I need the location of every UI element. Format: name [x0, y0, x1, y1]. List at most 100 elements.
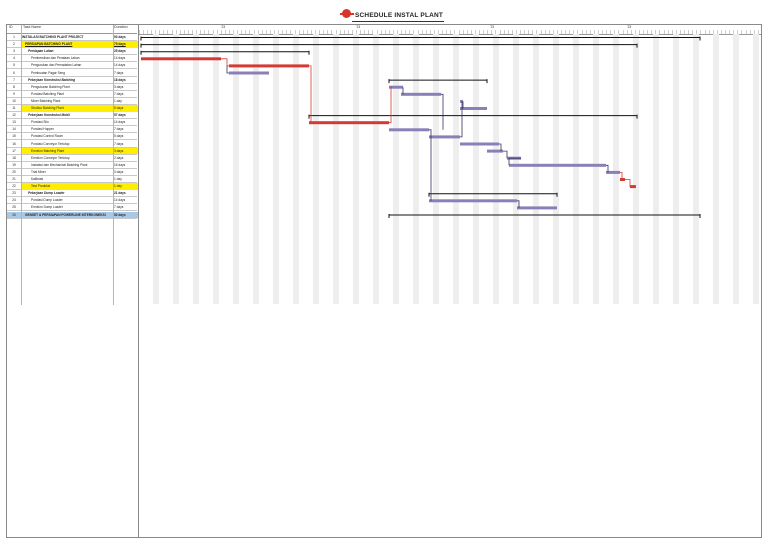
task-bar[interactable]	[229, 71, 269, 75]
table-row[interactable]: 25 Erection Dump Loader 7 days	[7, 204, 137, 212]
task-name: Erection Batching Plant	[22, 147, 113, 155]
table-row[interactable]: 18 Erection Conveyor Tertutup 2 days	[7, 155, 137, 162]
task-bar[interactable]	[429, 135, 460, 139]
task-duration: 7 days	[114, 205, 124, 210]
task-id: 4	[13, 56, 15, 61]
task-name: Pekerjaan Konstruksi Batching	[28, 77, 76, 82]
table-row[interactable]: 15 Pondasi Control Room 5 days	[7, 133, 137, 141]
table-row[interactable]: 6 Pembuatan Pagar Seng 7 days	[7, 70, 137, 77]
dependency-link[interactable]	[517, 200, 520, 208]
table-row[interactable]: 19 Instalasi dan Mechanical Batching Plan…	[7, 162, 137, 169]
task-bar[interactable]	[229, 64, 309, 68]
task-id: 9	[13, 91, 15, 96]
task-duration: 75 days	[114, 41, 138, 48]
table-row[interactable]: 24 Pondasi Dump Loader 14 days	[7, 197, 137, 205]
task-bar[interactable]	[309, 121, 389, 125]
task-name: Erection Dump Loader	[31, 205, 63, 210]
column-header-task-name[interactable]: Task Name	[23, 25, 41, 29]
task-duration: 5 days	[114, 134, 124, 139]
task-duration: 1 day	[114, 98, 122, 103]
task-duration: 18 days	[114, 77, 126, 82]
task-bar[interactable]	[141, 57, 221, 61]
table-row[interactable]: 16 Pondasi Conveyor Tertutup 7 days	[7, 141, 137, 148]
task-bar[interactable]	[509, 163, 606, 167]
task-duration: 93 days	[114, 35, 126, 39]
task-id: 20	[12, 169, 16, 174]
table-row[interactable]: 20 Trial Mixer 3 days	[7, 169, 137, 176]
table-row[interactable]: 8 Pengukuran Batching Plant 3 days	[7, 84, 137, 91]
dependency-link[interactable]	[226, 65, 229, 74]
table-row[interactable]: 17 Erection Batching Plant 3 days	[7, 147, 138, 155]
task-name: Mixer Batching Plant	[31, 98, 61, 103]
task-bar[interactable]	[606, 170, 620, 174]
task-bar[interactable]	[389, 128, 429, 132]
table-row[interactable]: 22 Test Produksi 1 day	[7, 183, 138, 191]
task-name: Struktur Batching Plant	[22, 105, 113, 112]
task-duration: 14 days	[114, 56, 126, 61]
table-row[interactable]: 2 PERSIAPAN BATCHING PLANT 75 days	[7, 41, 138, 49]
task-bar[interactable]	[517, 206, 557, 210]
task-bar[interactable]	[460, 142, 499, 146]
table-row[interactable]: 11 Struktur Batching Plant 5 days	[7, 105, 138, 113]
dependency-link[interactable]	[503, 150, 508, 159]
dependency-link[interactable]	[508, 157, 521, 166]
table-row[interactable]: 14 Pondasi Hopper 7 days	[7, 126, 137, 134]
task-duration: 7 days	[114, 127, 124, 132]
column-header-id[interactable]: ID	[9, 25, 13, 29]
table-row[interactable]: 4 Pembersihan dan Perataan Lahan 14 days	[7, 55, 137, 63]
task-name: Pondasi Hopper	[31, 127, 54, 132]
task-bar[interactable]	[460, 99, 463, 103]
dependency-link[interactable]	[460, 101, 463, 138]
table-row[interactable]: 5 Pengurukan dan Pemadatan Lahan 14 days	[7, 62, 137, 70]
dependency-link[interactable]	[606, 164, 609, 173]
task-name: Erection Conveyor Tertutup	[31, 155, 70, 160]
column-header-duration[interactable]: Duration	[114, 25, 128, 29]
dependency-link[interactable]	[429, 129, 432, 201]
dependency-link[interactable]	[221, 58, 229, 67]
task-duration: 52 days	[114, 211, 138, 218]
page-title: SCHEDULE INSTAL PLANT	[355, 11, 444, 19]
title-underline	[352, 21, 444, 22]
task-id: 15	[12, 134, 16, 139]
table-row[interactable]: 1 INSTALASI BATCHING PLANT PROJECT 93 days	[7, 34, 137, 42]
table-row[interactable]: 12 Pekerjaan Konstruksi Mobil 57 days	[7, 112, 137, 120]
task-duration: 7 days	[114, 91, 124, 96]
task-duration: 14 days	[114, 198, 126, 203]
column-divider	[113, 25, 114, 305]
task-duration: 21 days	[114, 191, 126, 196]
task-bar[interactable]	[429, 199, 517, 203]
task-name: Instalasi dan Mechanical Batching Plant	[31, 162, 88, 167]
task-bar[interactable]	[389, 85, 403, 89]
dependency-link[interactable]	[309, 65, 313, 124]
table-row[interactable]: 3 Persiapan Lahan 25 days	[7, 48, 137, 56]
task-duration: 1 day	[114, 183, 138, 190]
table-row[interactable]: 7 Pekerjaan Konstruksi Batching 18 days	[7, 77, 137, 84]
task-duration: 3 days	[114, 169, 124, 174]
dependency-link[interactable]	[389, 86, 392, 124]
task-bar[interactable]	[620, 178, 625, 181]
task-duration: 16 days	[114, 162, 126, 167]
task-duration: 57 days	[114, 113, 126, 118]
task-id: 2	[13, 42, 15, 47]
table-row[interactable]: 21 Kalibrasi 1 day	[7, 176, 137, 184]
table-row[interactable]: 23 Pekerjaan Dump Loader 21 days	[7, 190, 137, 198]
task-name: Trial Mixer	[31, 169, 46, 174]
task-bar[interactable]	[487, 149, 503, 153]
table-row[interactable]: 26 GENSET & PERSIAPAN POWERLINE INTERKONE…	[7, 211, 138, 219]
task-id: 25	[12, 205, 16, 210]
table-header	[7, 25, 137, 34]
table-row[interactable]: 10 Mixer Batching Plant 1 day	[7, 98, 137, 105]
dependency-link[interactable]	[625, 179, 634, 188]
dependency-link[interactable]	[499, 143, 502, 152]
table-row[interactable]: 9 Pondasi Batching Plant 7 days	[7, 91, 137, 98]
task-id: 5	[13, 63, 15, 68]
company-logo-icon	[342, 8, 351, 18]
task-bar[interactable]	[460, 107, 487, 110]
dependency-link[interactable]	[620, 171, 623, 180]
task-name: Pembuatan Pagar Seng	[31, 70, 66, 75]
task-id: 18	[12, 155, 16, 160]
task-id: 7	[13, 77, 15, 82]
table-row[interactable]: 13 Pondasi Silo 14 days	[7, 119, 137, 127]
task-bar[interactable]	[401, 92, 441, 96]
dependency-link[interactable]	[441, 93, 444, 130]
